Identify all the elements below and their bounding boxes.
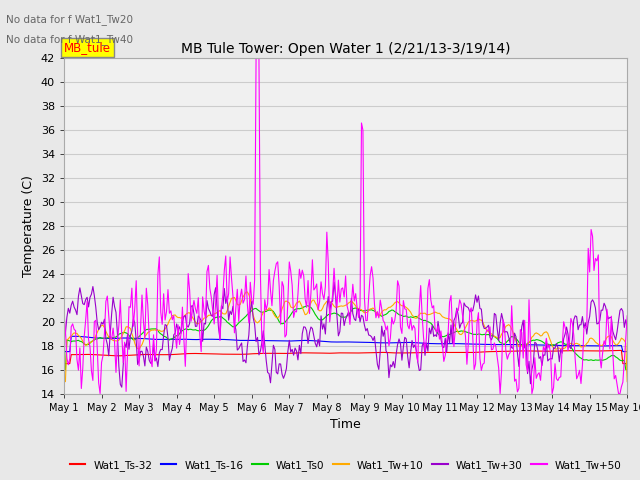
Text: No data for f Wat1_Tw20: No data for f Wat1_Tw20 bbox=[6, 14, 133, 25]
X-axis label: Time: Time bbox=[330, 418, 361, 431]
Y-axis label: Temperature (C): Temperature (C) bbox=[22, 175, 35, 276]
Text: MB_tule: MB_tule bbox=[64, 41, 111, 54]
Title: MB Tule Tower: Open Water 1 (2/21/13-3/19/14): MB Tule Tower: Open Water 1 (2/21/13-3/1… bbox=[181, 42, 510, 57]
Text: No data for f Wat1_Tw40: No data for f Wat1_Tw40 bbox=[6, 34, 133, 45]
Legend: Wat1_Ts-32, Wat1_Ts-16, Wat1_Ts0, Wat1_Tw+10, Wat1_Tw+30, Wat1_Tw+50: Wat1_Ts-32, Wat1_Ts-16, Wat1_Ts0, Wat1_T… bbox=[65, 456, 626, 475]
